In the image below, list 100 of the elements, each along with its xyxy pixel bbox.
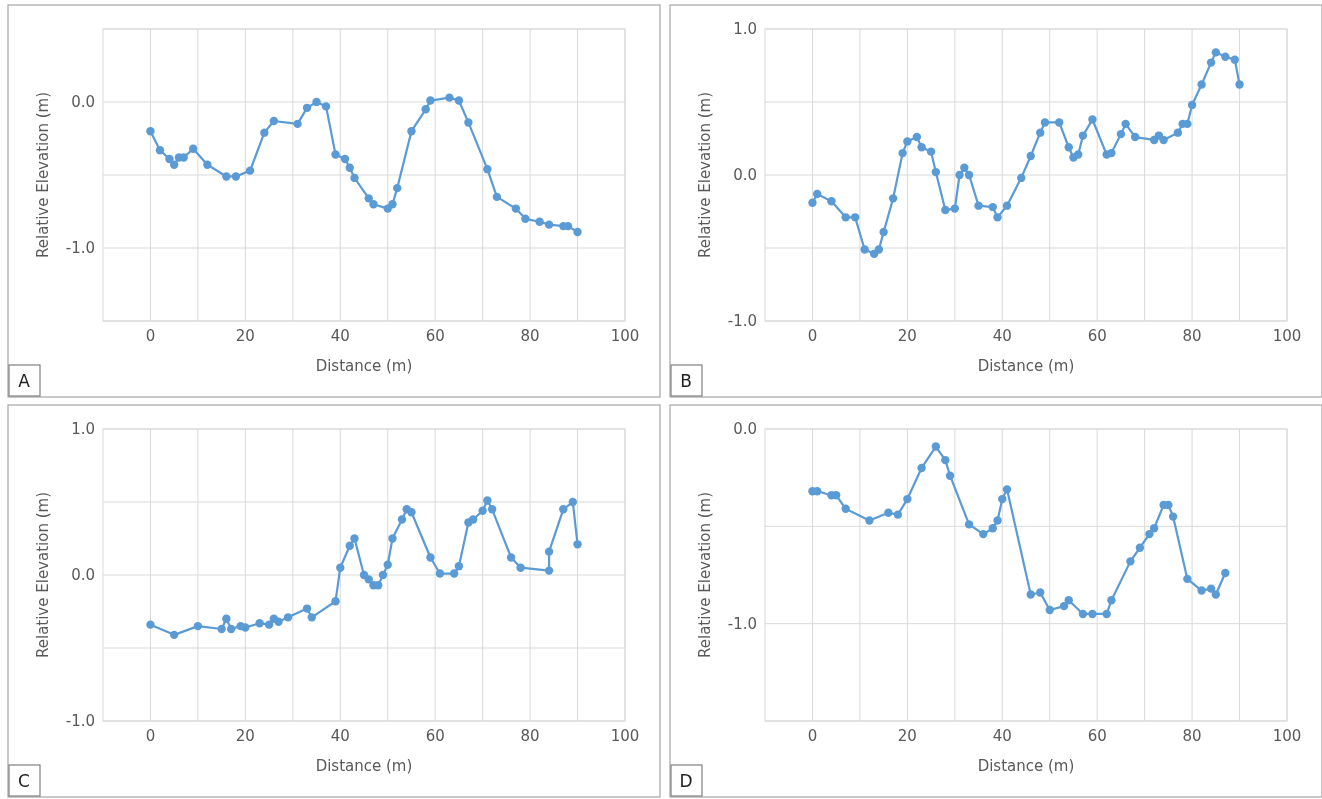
y-tick-label: 0.0: [733, 420, 757, 439]
point: [1221, 568, 1230, 578]
point: [998, 494, 1007, 504]
point: [1173, 128, 1183, 137]
point: [302, 604, 312, 613]
point: [407, 127, 416, 136]
point: [884, 508, 893, 517]
point: [1040, 118, 1050, 127]
point: [860, 245, 869, 254]
point: [331, 597, 340, 606]
y-tick-label: -1.0: [65, 239, 95, 258]
point: [203, 160, 212, 169]
point: [483, 496, 492, 505]
point: [146, 127, 155, 136]
point: [1221, 52, 1230, 61]
point: [435, 569, 445, 578]
point: [1168, 512, 1178, 521]
point: [345, 541, 354, 550]
text: C: [18, 771, 30, 791]
point: [1116, 129, 1126, 139]
point: [274, 617, 283, 626]
point: [1055, 118, 1064, 127]
point: [146, 620, 155, 629]
point: [808, 198, 817, 207]
x-tick-label: 0: [145, 727, 156, 745]
y-axis-title: Relative Elevation (m): [34, 491, 52, 659]
point: [1206, 58, 1216, 67]
x-axis-title: Distance (m): [977, 357, 1075, 375]
y-tick-label: 1.0: [733, 20, 757, 39]
point: [1036, 588, 1045, 597]
point: [917, 463, 926, 473]
x-tick-label: 80: [520, 327, 540, 345]
point: [464, 118, 473, 127]
y-axis-title: Relative Elevation (m): [696, 491, 714, 659]
point: [813, 487, 822, 496]
point: [931, 167, 941, 177]
point: [165, 154, 174, 164]
point: [487, 505, 497, 514]
point: [350, 173, 359, 183]
point: [827, 197, 836, 206]
x-tick-label: 80: [1182, 327, 1202, 345]
y-tick-label: -1.0: [727, 312, 757, 331]
x-tick-label: 40: [330, 727, 350, 745]
point: [1088, 609, 1097, 619]
point: [1088, 115, 1097, 124]
point: [573, 540, 582, 549]
point: [169, 160, 179, 169]
x-tick-label: 100: [610, 727, 640, 745]
point: [393, 183, 402, 193]
point: [364, 194, 373, 203]
point: [255, 618, 264, 628]
point: [521, 214, 530, 223]
point: [445, 93, 454, 102]
point: [559, 505, 568, 514]
y-tick-label: 0.0: [733, 166, 757, 185]
point: [865, 516, 874, 525]
y-tick-label: -1.0: [727, 614, 757, 633]
text: A: [18, 371, 31, 391]
point: [312, 97, 321, 107]
point: [988, 524, 997, 533]
x-tick-label: 0: [145, 327, 156, 345]
point: [231, 172, 241, 181]
point: [307, 613, 316, 622]
point: [1026, 590, 1035, 599]
x-tick-label: 20: [897, 727, 917, 745]
point: [888, 194, 898, 203]
point: [1059, 601, 1069, 611]
point: [388, 534, 397, 543]
point: [269, 116, 279, 126]
point: [1107, 596, 1116, 605]
point: [407, 508, 416, 517]
point: [1064, 596, 1073, 605]
point: [1036, 128, 1045, 137]
point: [483, 164, 492, 174]
point: [383, 560, 392, 569]
point: [426, 553, 435, 562]
point: [1235, 80, 1244, 89]
point: [449, 569, 459, 578]
point: [964, 170, 974, 180]
point: [426, 96, 435, 105]
x-axis-title: Distance (m): [315, 757, 413, 775]
point: [169, 630, 179, 640]
point: [941, 455, 950, 465]
point: [226, 624, 236, 634]
x-tick-label: 0: [807, 727, 818, 745]
point: [912, 132, 922, 142]
point: [1002, 201, 1012, 210]
x-tick-label: 100: [1272, 727, 1302, 745]
point: [1121, 119, 1130, 129]
point: [454, 96, 464, 105]
point: [955, 170, 964, 180]
point: [1045, 605, 1054, 615]
point: [1197, 586, 1206, 595]
point: [903, 137, 912, 146]
x-tick-label: 60: [1087, 327, 1107, 345]
x-tick-label: 80: [1182, 727, 1202, 745]
point: [945, 471, 955, 480]
y-axis-title: Relative Elevation (m): [34, 91, 52, 259]
point: [1017, 173, 1026, 183]
point: [283, 613, 293, 622]
